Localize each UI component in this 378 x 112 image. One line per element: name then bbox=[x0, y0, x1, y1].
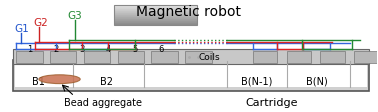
Bar bbox=[152, 51, 178, 63]
Text: 6: 6 bbox=[158, 45, 164, 54]
Bar bbox=[84, 51, 110, 63]
Bar bbox=[114, 10, 197, 11]
Bar bbox=[287, 51, 311, 63]
Bar bbox=[354, 51, 378, 63]
Bar bbox=[114, 18, 197, 19]
Bar bbox=[114, 11, 197, 12]
Text: 5: 5 bbox=[132, 45, 137, 54]
Bar bbox=[114, 17, 197, 18]
Bar bbox=[114, 16, 197, 17]
Bar bbox=[14, 61, 367, 88]
Text: G1: G1 bbox=[14, 24, 29, 34]
Text: 2: 2 bbox=[53, 45, 59, 54]
Bar bbox=[12, 60, 369, 91]
Bar bbox=[114, 6, 197, 25]
Text: G3: G3 bbox=[67, 11, 82, 21]
Text: Coils: Coils bbox=[198, 53, 220, 62]
Text: 4: 4 bbox=[106, 45, 111, 54]
Bar bbox=[185, 51, 212, 63]
Bar bbox=[50, 51, 76, 63]
Text: Cartridge: Cartridge bbox=[245, 97, 298, 107]
Text: B(N-1): B(N-1) bbox=[241, 76, 272, 86]
Bar bbox=[114, 15, 197, 16]
Bar bbox=[253, 51, 277, 63]
Text: B(N): B(N) bbox=[306, 76, 327, 86]
Bar bbox=[114, 20, 197, 21]
Bar bbox=[114, 12, 197, 13]
Bar bbox=[114, 21, 197, 22]
Bar bbox=[16, 51, 43, 63]
Text: G2: G2 bbox=[33, 18, 48, 28]
Bar bbox=[114, 13, 197, 14]
Text: Bead aggregate: Bead aggregate bbox=[64, 97, 142, 107]
Bar bbox=[114, 22, 197, 23]
Bar bbox=[114, 23, 197, 24]
Bar bbox=[118, 51, 144, 63]
Text: 1: 1 bbox=[27, 45, 32, 54]
Text: B1: B1 bbox=[33, 76, 45, 86]
Bar bbox=[12, 49, 369, 65]
Bar bbox=[114, 24, 197, 25]
Ellipse shape bbox=[39, 75, 80, 84]
Bar bbox=[320, 51, 345, 63]
Text: Magnetic robot: Magnetic robot bbox=[136, 5, 242, 18]
Bar bbox=[114, 9, 197, 10]
Text: B2: B2 bbox=[100, 76, 113, 86]
Bar bbox=[114, 14, 197, 15]
Text: 3: 3 bbox=[79, 45, 85, 54]
Bar bbox=[114, 8, 197, 9]
Bar bbox=[114, 7, 197, 8]
Bar bbox=[114, 6, 197, 7]
Bar bbox=[114, 19, 197, 20]
